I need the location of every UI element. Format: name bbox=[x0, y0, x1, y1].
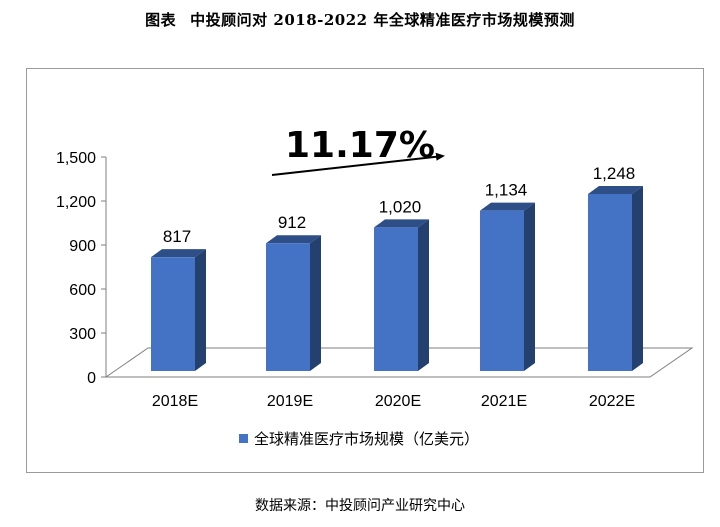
bar-2022E bbox=[588, 193, 632, 371]
title-text: 中投顾问对 2018-2022 年全球精准医疗市场规模预测 bbox=[190, 11, 575, 29]
legend-swatch bbox=[239, 433, 248, 443]
y-tick-label: 1,500 bbox=[56, 150, 96, 167]
bar-side-2018E bbox=[195, 249, 206, 371]
bar-side-2019E bbox=[310, 235, 321, 371]
bar-top-2022E bbox=[588, 185, 643, 194]
bar-top-2020E bbox=[374, 219, 429, 228]
bar-side-2020E bbox=[418, 219, 429, 371]
bar-2018E bbox=[151, 257, 195, 371]
legend: 全球精准医疗市场规模（亿美元） bbox=[239, 428, 479, 448]
data-label-2018E: 817 bbox=[163, 227, 191, 246]
bar-top-2019E bbox=[266, 235, 321, 244]
bar-side-2021E bbox=[524, 202, 535, 371]
bar-2019E bbox=[266, 243, 310, 371]
cagr-label: 11.17% bbox=[285, 125, 435, 166]
y-tick-label: 1,200 bbox=[56, 194, 96, 211]
data-label-2020E: 1,020 bbox=[379, 197, 422, 216]
bar-2021E bbox=[480, 210, 524, 371]
data-label-2022E: 1,248 bbox=[593, 164, 636, 183]
bar-side-2022E bbox=[632, 185, 643, 371]
data-label-2019E: 912 bbox=[278, 213, 306, 232]
growth-arrow bbox=[271, 152, 445, 176]
bar-2020E bbox=[374, 227, 418, 371]
y-tick-label: 600 bbox=[69, 282, 96, 299]
legend-label: 全球精准医疗市场规模（亿美元） bbox=[254, 429, 480, 448]
y-tick-label: 0 bbox=[87, 370, 96, 387]
bar-top-2021E bbox=[480, 202, 535, 211]
bar-top-2018E bbox=[151, 249, 206, 258]
x-tick-label: 2022E bbox=[589, 393, 635, 410]
y-tick-label: 300 bbox=[69, 326, 96, 343]
x-tick-label: 2020E bbox=[375, 393, 421, 410]
y-tick-label: 900 bbox=[69, 238, 96, 255]
chart-title: 图表 中投顾问对 2018-2022 年全球精准医疗市场规模预测 bbox=[0, 9, 720, 30]
source-note: 数据来源：中投顾问产业研究中心 bbox=[255, 498, 465, 514]
x-tick-label: 2018E bbox=[152, 393, 198, 410]
data-label-2021E: 1,134 bbox=[485, 181, 528, 200]
title-tag: 图表 bbox=[145, 11, 177, 29]
x-tick-label: 2019E bbox=[267, 393, 313, 410]
x-tick-label: 2021E bbox=[481, 393, 527, 410]
